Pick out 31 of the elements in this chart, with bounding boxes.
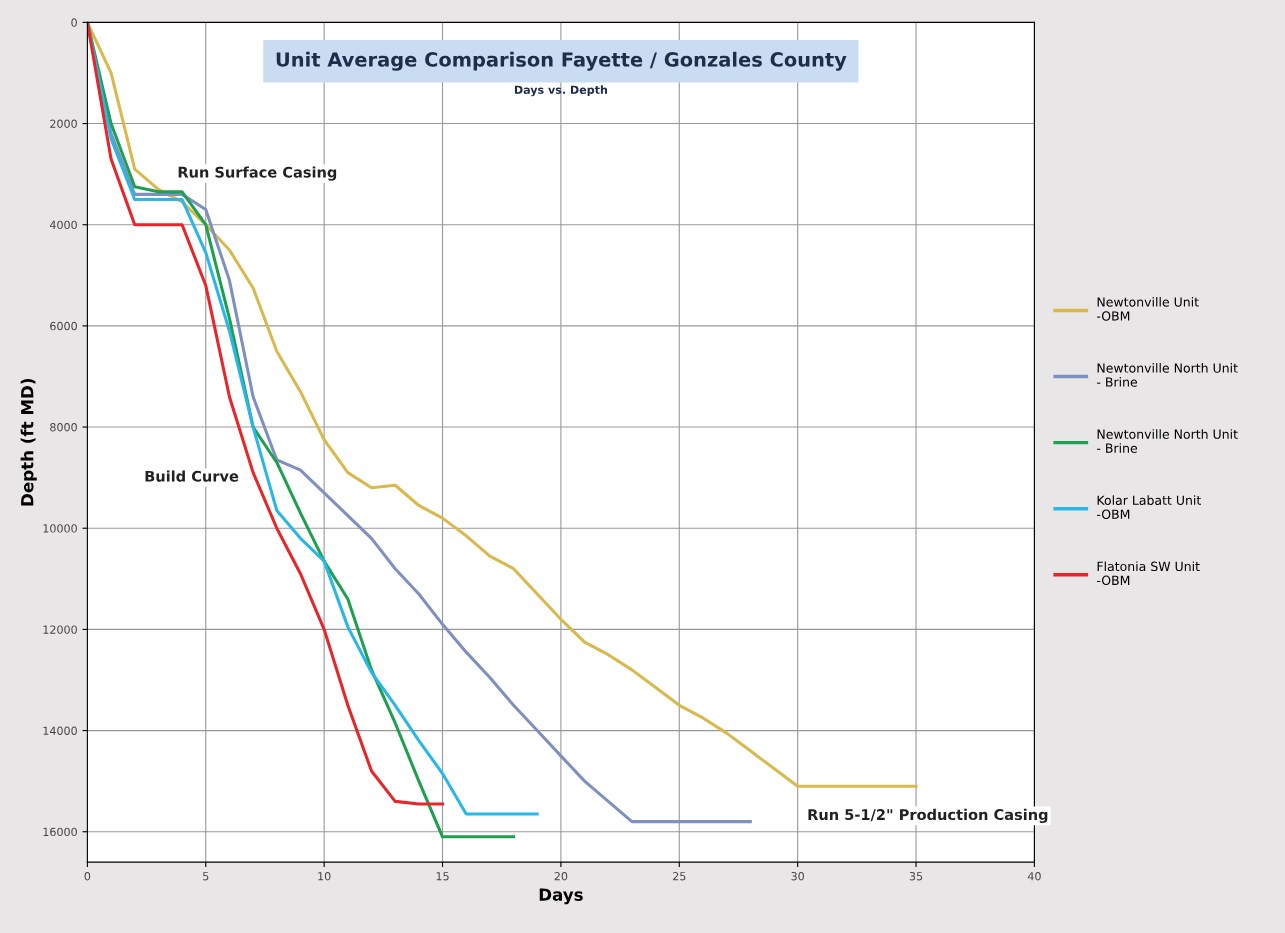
x-tick-label: 25 [673,872,686,881]
annotation: Run Surface Casing [178,166,337,181]
x-tick-label: 10 [318,872,331,881]
x-tick-label: 20 [554,872,568,881]
y-tick-label: 10000 [43,524,77,533]
text: Days vs. Depth [514,85,608,97]
y-tick-label: 6000 [50,321,77,331]
legend-label: Newtonville Unit -OBM [1097,297,1199,321]
annotation: Run 5-1/2" Production Casing [808,808,1048,824]
x-tick-label: 35 [909,872,923,881]
x-tick-label: 15 [436,872,449,881]
legend-label: Flatonia SW Unit -OBM [1097,561,1200,586]
y-tick-label: 0 [71,18,77,27]
legend-label: Kolar Labatt Unit -OBM [1097,495,1201,519]
y-tick-label: 14000 [43,726,77,735]
y-tick-label: 12000 [43,625,77,634]
legend-label: Newtonville North Unit - Brine [1097,429,1238,453]
text: Unit Average Comparison Fayette / Gonzales County [276,51,847,71]
x-tick-label: 30 [791,872,804,881]
y-tick-label: 4000 [49,220,77,230]
annotation: Build Curve [145,470,239,482]
y-axis-title: Depth (ft MD) [20,378,37,506]
y-tick-label: 8000 [50,423,77,432]
x-tick-label: 5 [203,872,209,881]
line-series [87,22,918,788]
x-axis-title: Days [539,888,583,905]
x-tick-label: 0 [84,872,91,881]
x-tick-label: 40 [1027,872,1041,881]
legend-label: Newtonville North Unit - Brine [1097,363,1238,387]
y-tick-label: 16000 [43,827,77,837]
y-tick-label: 2000 [50,119,77,128]
